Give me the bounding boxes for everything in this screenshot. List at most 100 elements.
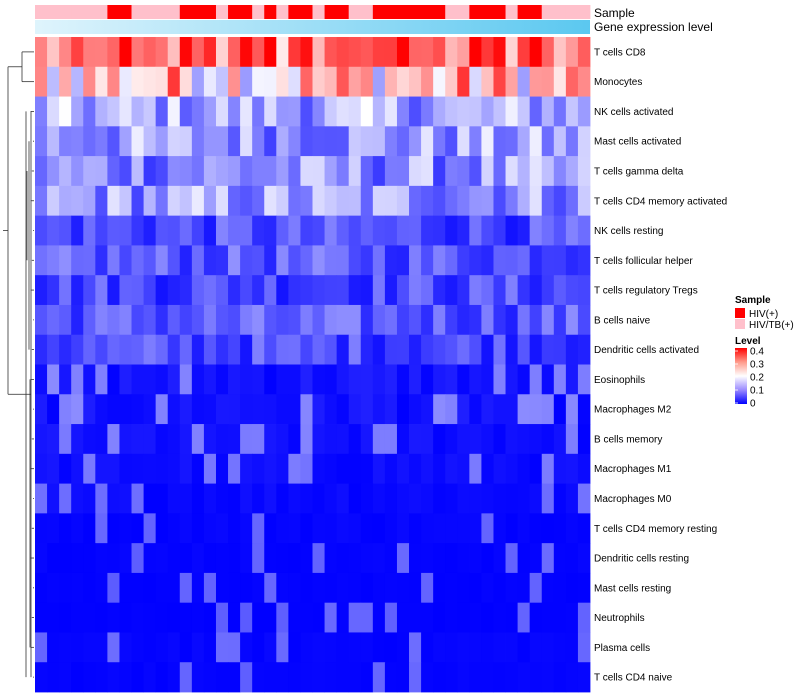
heatmap-cell <box>433 543 446 574</box>
heatmap-cell <box>372 156 386 187</box>
heatmap-cell <box>565 662 579 693</box>
heatmap-cell <box>336 304 350 336</box>
heatmap-cell <box>529 364 543 395</box>
heatmap-cell <box>445 126 458 157</box>
heatmap-cell <box>252 96 265 127</box>
heatmap-cell <box>433 156 446 187</box>
heatmap-cell <box>167 156 181 187</box>
heatmap-cell <box>179 543 193 574</box>
heatmap-cell <box>360 543 374 574</box>
heatmap-cell <box>384 215 398 246</box>
heatmap-cell <box>348 215 362 246</box>
heatmap-cell <box>517 662 531 693</box>
sample-annotation-cell <box>360 5 374 19</box>
heatmap-cell <box>541 662 555 693</box>
heatmap-cell <box>541 185 555 217</box>
heatmap-cell <box>421 483 434 514</box>
heatmap-cell <box>240 632 253 663</box>
sample-annotation-label: Sample <box>594 6 635 20</box>
heatmap-cell <box>276 334 289 365</box>
heatmap-cell <box>493 483 506 514</box>
heatmap-cell <box>252 334 265 365</box>
heatmap-cell <box>553 483 567 514</box>
heatmap-cell <box>312 572 325 604</box>
heatmap-cell <box>143 453 157 484</box>
heatmap-cell <box>553 66 567 97</box>
row-label: T cells follicular helper <box>594 256 693 267</box>
heatmap-cell <box>131 453 144 484</box>
sample-annotation-cell <box>191 5 205 19</box>
heatmap-cell <box>541 394 555 425</box>
heatmap-cell <box>336 424 350 455</box>
heatmap-cell <box>131 275 144 306</box>
sample-annotation-cell <box>577 5 591 19</box>
heatmap-cell <box>95 602 108 633</box>
heatmap-cell <box>203 424 217 455</box>
heatmap-cell <box>228 453 241 484</box>
heatmap-cell <box>71 96 84 127</box>
heatmap-cell <box>360 275 374 306</box>
sample-annotation-cell <box>529 5 543 19</box>
heatmap-cell <box>47 364 60 395</box>
heatmap-cell <box>179 185 193 217</box>
heatmap-cell <box>240 37 253 68</box>
heatmap-cell <box>155 632 169 663</box>
heatmap-cell <box>469 483 482 514</box>
heatmap-cell <box>324 394 338 425</box>
heatmap-cell <box>276 453 289 484</box>
heatmap-cell <box>155 453 169 484</box>
heatmap-cell <box>288 394 301 425</box>
heatmap-cell <box>155 245 169 276</box>
heatmap-cell <box>252 513 265 544</box>
heatmap-cell <box>71 156 84 187</box>
sample-annotation-cell <box>372 5 386 19</box>
heatmap-cell <box>577 632 591 663</box>
heatmap-cell <box>288 96 301 127</box>
heatmap-cell <box>71 453 84 484</box>
heatmap-cell <box>348 483 362 514</box>
heatmap-cell <box>336 126 350 157</box>
heatmap-cell <box>191 96 205 127</box>
heatmap-cell <box>324 602 338 633</box>
heatmap-cell <box>240 66 253 97</box>
heatmap-cell <box>505 185 519 217</box>
heatmap-cell <box>505 245 519 276</box>
heatmap-cell <box>384 662 398 693</box>
heatmap-cell <box>529 572 543 604</box>
heatmap-cell <box>384 96 398 127</box>
heatmap-cell <box>276 185 289 217</box>
heatmap-cell <box>119 483 132 514</box>
heatmap-cell <box>167 543 181 574</box>
sample-annotation-cell <box>276 5 289 19</box>
heatmap-cell <box>47 394 60 425</box>
heatmap-cell <box>421 572 434 604</box>
row-label: Macrophages M1 <box>594 464 672 475</box>
heatmap-cell <box>409 662 422 693</box>
heatmap-cell <box>143 483 157 514</box>
heatmap-cell <box>95 96 108 127</box>
heatmap-cell <box>240 245 253 276</box>
heatmap-cell <box>360 37 374 68</box>
heatmap-cell <box>517 602 531 633</box>
heatmap-cell <box>421 96 434 127</box>
heatmap-cell <box>396 156 410 187</box>
heatmap-cell <box>155 185 169 217</box>
heatmap-cell <box>276 37 289 68</box>
heatmap-cell <box>577 156 591 187</box>
heatmap-cell <box>445 662 458 693</box>
heatmap-cell <box>131 632 144 663</box>
heatmap-cell <box>360 662 374 693</box>
heatmap-cell <box>300 394 313 425</box>
heatmap-cell <box>336 543 350 574</box>
row-labels: T cells CD8 Monocytes NK cells activated Ma… <box>594 47 727 683</box>
heatmap-cell <box>409 185 422 217</box>
heatmap-cell <box>143 364 157 395</box>
heatmap-cell <box>553 394 567 425</box>
heatmap-cell <box>469 185 482 217</box>
heatmap-cell <box>541 215 555 246</box>
heatmap-cell <box>517 37 531 68</box>
gene-expression-annotation-bar <box>35 20 590 34</box>
heatmap-cell <box>409 37 422 68</box>
heatmap-cell <box>360 156 374 187</box>
heatmap-cell <box>191 572 205 604</box>
